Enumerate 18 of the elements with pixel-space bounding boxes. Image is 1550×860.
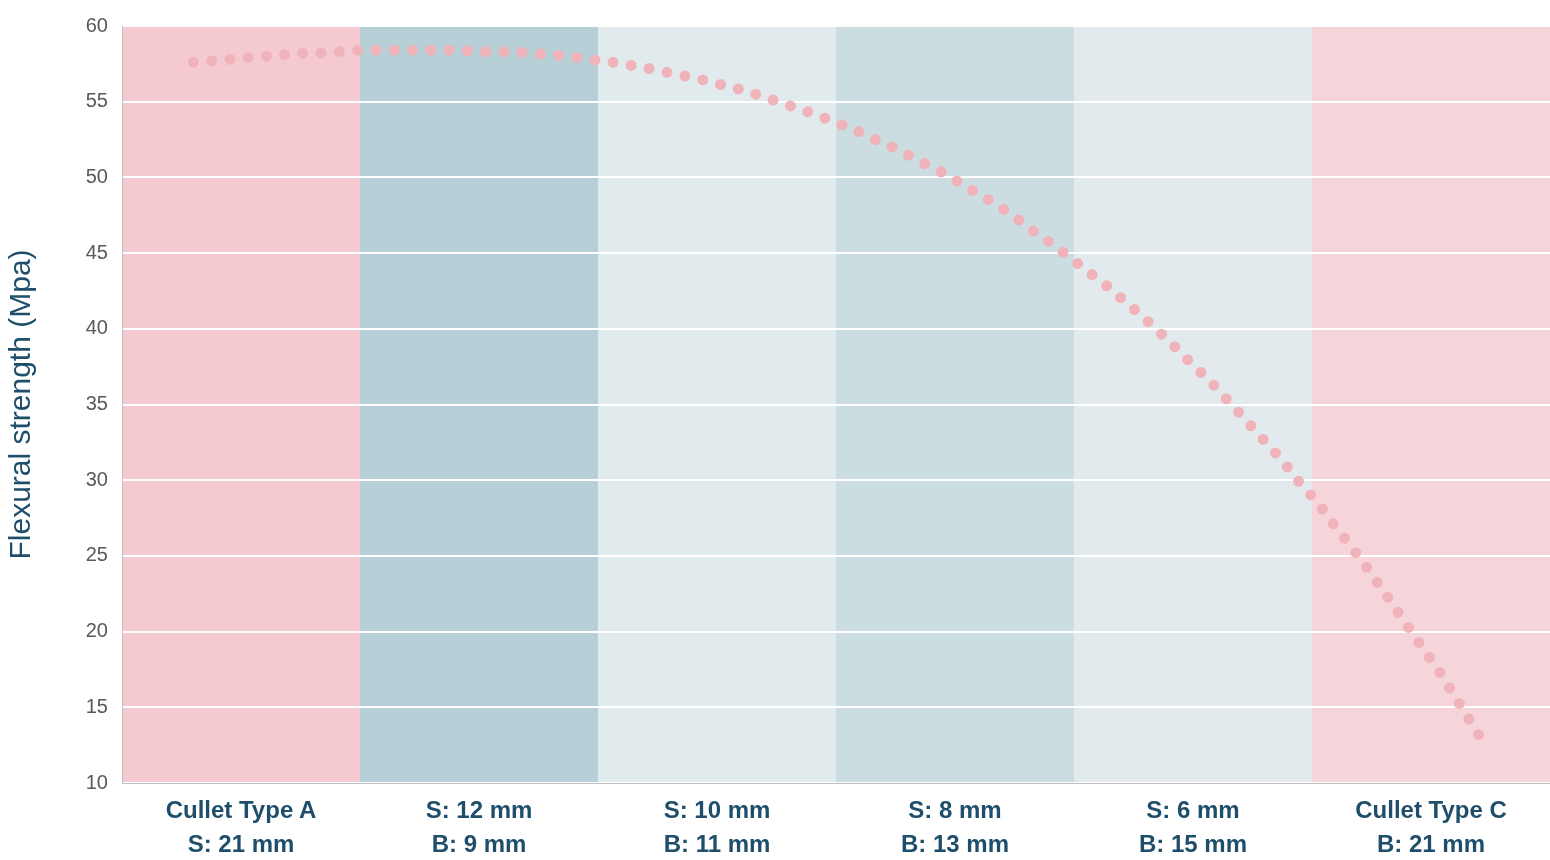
- y-tick-label: 50: [85, 164, 108, 187]
- y-tick-label: 20: [85, 619, 108, 642]
- text: Cullet Type A S: 21 mm: [165, 795, 317, 857]
- y-tick-label: 10: [85, 770, 108, 793]
- y-tick-label: 60: [85, 13, 108, 36]
- y-tick-label: 45: [85, 240, 108, 263]
- y-tick-label: 40: [85, 316, 108, 339]
- y-axis-title: Flexural strength (Mpa): [3, 249, 37, 560]
- y-tick-label: 30: [85, 467, 108, 490]
- y-tick-label: 15: [85, 694, 108, 717]
- text: S: 12 mm B: 9 mm: [425, 795, 533, 857]
- y-tick-label: 55: [85, 89, 108, 112]
- y-tick-label: 35: [85, 392, 108, 415]
- text: S: 6 mm B: 15 mm: [1138, 795, 1248, 857]
- text: S: 8 mm B: 13 mm: [900, 795, 1010, 857]
- text: S: 10 mm B: 11 mm: [663, 795, 771, 857]
- text: Cullet Type C B: 21 mm: [1355, 795, 1507, 857]
- y-tick-label: 25: [85, 543, 108, 566]
